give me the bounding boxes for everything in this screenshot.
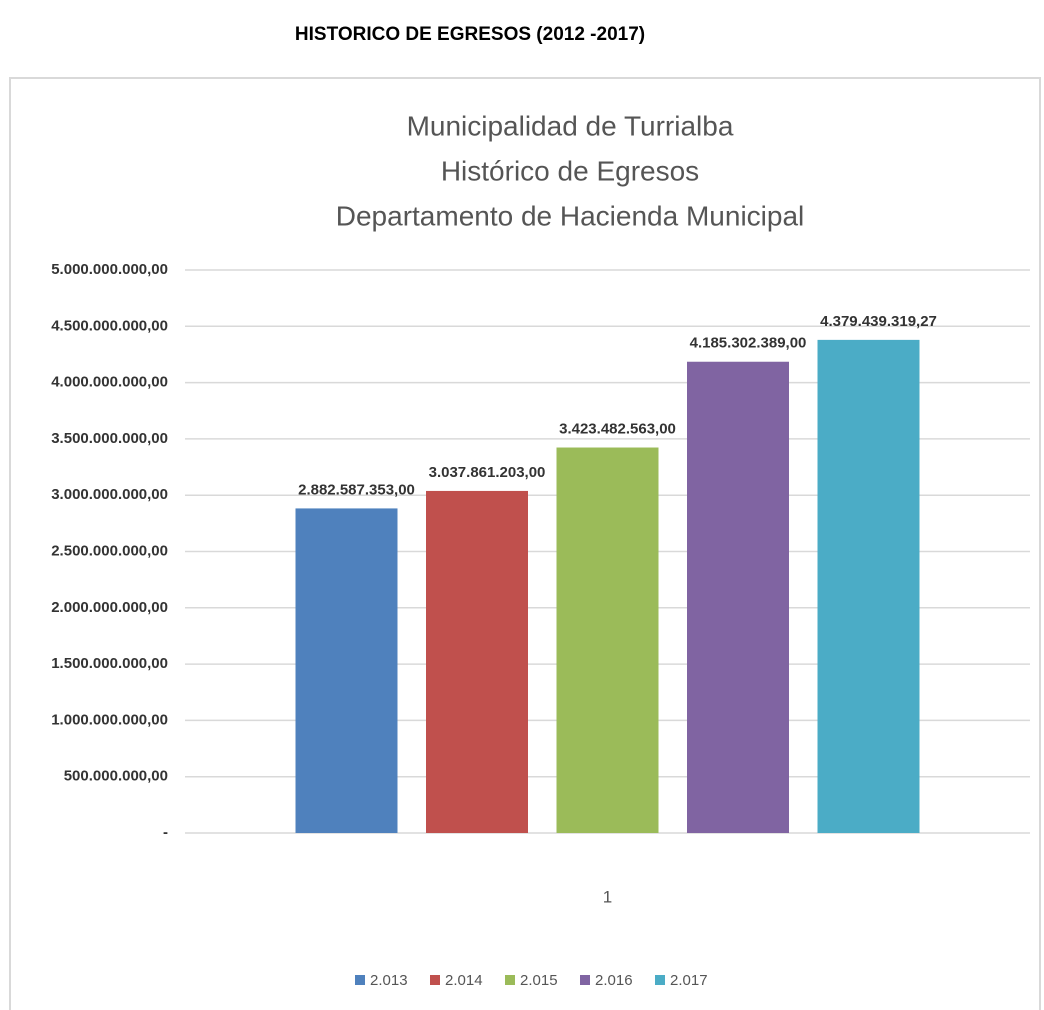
y-tick-label: 1.000.000.000,00 xyxy=(51,711,168,728)
y-tick-label: 3.000.000.000,00 xyxy=(51,486,168,503)
chart-title: Municipalidad de Turrialba xyxy=(407,110,734,141)
y-tick-label: 2.000.000.000,00 xyxy=(51,599,168,616)
bar xyxy=(556,447,659,833)
legend-swatch xyxy=(655,975,665,985)
bar xyxy=(687,361,789,833)
y-tick-label: 4.000.000.000,00 xyxy=(51,374,168,391)
value-label: 4.185.302.389,00 xyxy=(690,335,807,352)
value-label: 4.379.439.319,27 xyxy=(820,313,937,330)
y-tick-label: 4.500.000.000,00 xyxy=(51,317,168,334)
chart-title: Departamento de Hacienda Municipal xyxy=(336,200,805,231)
y-tick-label: 1.500.000.000,00 xyxy=(51,655,168,672)
legend-label: 2.017 xyxy=(670,972,708,989)
page-title: HISTORICO DE EGRESOS (2012 -2017) xyxy=(295,24,645,45)
y-tick-label: - xyxy=(163,824,168,841)
value-label: 3.423.482.563,00 xyxy=(559,420,676,437)
chart: Municipalidad de Turrialba Histórico de E… xyxy=(51,110,1030,989)
bar xyxy=(426,490,528,833)
bar xyxy=(817,339,920,833)
value-label: 3.037.861.203,00 xyxy=(429,464,546,481)
value-label: 2.882.587.353,00 xyxy=(298,481,415,498)
bar xyxy=(295,508,398,833)
legend-label: 2.016 xyxy=(595,972,633,989)
x-tick-label: 1 xyxy=(603,887,612,906)
legend-swatch xyxy=(355,975,365,985)
legend-label: 2.015 xyxy=(520,972,558,989)
y-tick-label: 3.500.000.000,00 xyxy=(51,430,168,447)
y-tick-label: 2.500.000.000,00 xyxy=(51,542,168,559)
legend-label: 2.014 xyxy=(445,972,483,989)
y-tick-label: 5.000.000.000,00 xyxy=(51,261,168,278)
legend-swatch xyxy=(580,975,590,985)
legend-swatch xyxy=(430,975,440,985)
y-tick-label: 500.000.000,00 xyxy=(64,768,168,785)
legend-label: 2.013 xyxy=(370,972,408,989)
chart-title: Histórico de Egresos xyxy=(441,155,699,186)
legend-swatch xyxy=(505,975,515,985)
